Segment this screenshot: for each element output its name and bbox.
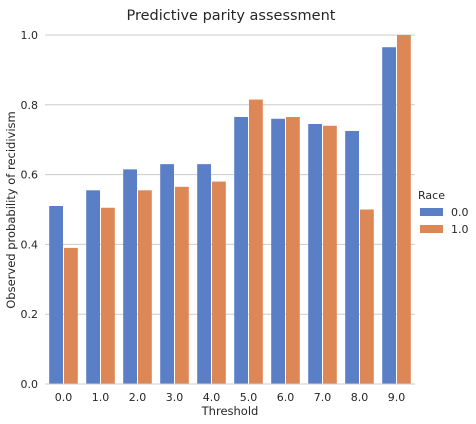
bar-5.0-series-1.0: [249, 99, 263, 384]
bar-4.0-series-0.0: [197, 164, 211, 384]
y-tick-label: 1.0: [21, 29, 39, 42]
legend-label: 0.0: [451, 206, 469, 219]
legend-label: 1.0: [451, 223, 469, 236]
legend-swatch: [420, 225, 443, 233]
x-tick-labels: 0.0 1.0 2.0 3.0 4.0 5.0 6.0 7.0 8.0 9.0: [55, 391, 406, 404]
bar-1.0-series-0.0: [86, 190, 100, 384]
bar-2.0-series-1.0: [138, 190, 152, 384]
bar-4.0-series-1.0: [212, 181, 226, 384]
bar-3.0-series-1.0: [175, 186, 189, 384]
y-tick-label: 0.4: [21, 238, 39, 251]
x-tick-label: 5.0: [240, 391, 258, 404]
legend: Race 0.01.0: [418, 189, 469, 236]
legend-items: 0.01.0: [420, 206, 469, 236]
bar-8.0-series-0.0: [345, 130, 359, 384]
x-tick-label: 2.0: [129, 391, 147, 404]
y-tick-label: 0.8: [21, 99, 39, 112]
bar-5.0-series-0.0: [234, 117, 248, 384]
legend-title: Race: [418, 189, 445, 202]
x-tick-label: 7.0: [314, 391, 332, 404]
bar-9.0-series-0.0: [382, 47, 396, 385]
chart-title: Predictive parity assessment: [127, 8, 336, 24]
y-tick-label: 0.6: [21, 169, 39, 182]
bar-6.0-series-0.0: [271, 118, 285, 384]
x-tick-label: 9.0: [388, 391, 406, 404]
x-tick-label: 3.0: [166, 391, 184, 404]
y-tick-labels: 0.0 0.2 0.4 0.6 0.8 1.0: [21, 29, 39, 391]
bar-9.0-series-1.0: [397, 35, 411, 384]
bar-2.0-series-0.0: [123, 169, 137, 384]
legend-swatch: [420, 208, 443, 216]
grid-layer: [45, 34, 415, 315]
bar-0.0-series-0.0: [49, 206, 63, 384]
bar-3.0-series-0.0: [160, 164, 174, 384]
x-tick-label: 6.0: [277, 391, 295, 404]
bars-layer: [49, 35, 411, 385]
y-tick-label: 0.2: [21, 308, 39, 321]
bar-7.0-series-1.0: [323, 125, 337, 385]
x-axis-label: Threshold: [201, 404, 259, 418]
bar-1.0-series-1.0: [101, 207, 115, 384]
x-tick-label: 1.0: [92, 391, 110, 404]
y-tick-label: 0.0: [21, 378, 39, 391]
x-tick-label: 0.0: [55, 391, 73, 404]
x-tick-label: 8.0: [351, 391, 369, 404]
y-axis-label: Observed probability of recidivism: [4, 111, 18, 309]
bar-0.0-series-1.0: [64, 247, 78, 384]
bar-8.0-series-1.0: [360, 209, 374, 384]
bar-6.0-series-1.0: [286, 117, 300, 384]
bar-7.0-series-0.0: [308, 123, 322, 385]
x-tick-label: 4.0: [203, 391, 221, 404]
